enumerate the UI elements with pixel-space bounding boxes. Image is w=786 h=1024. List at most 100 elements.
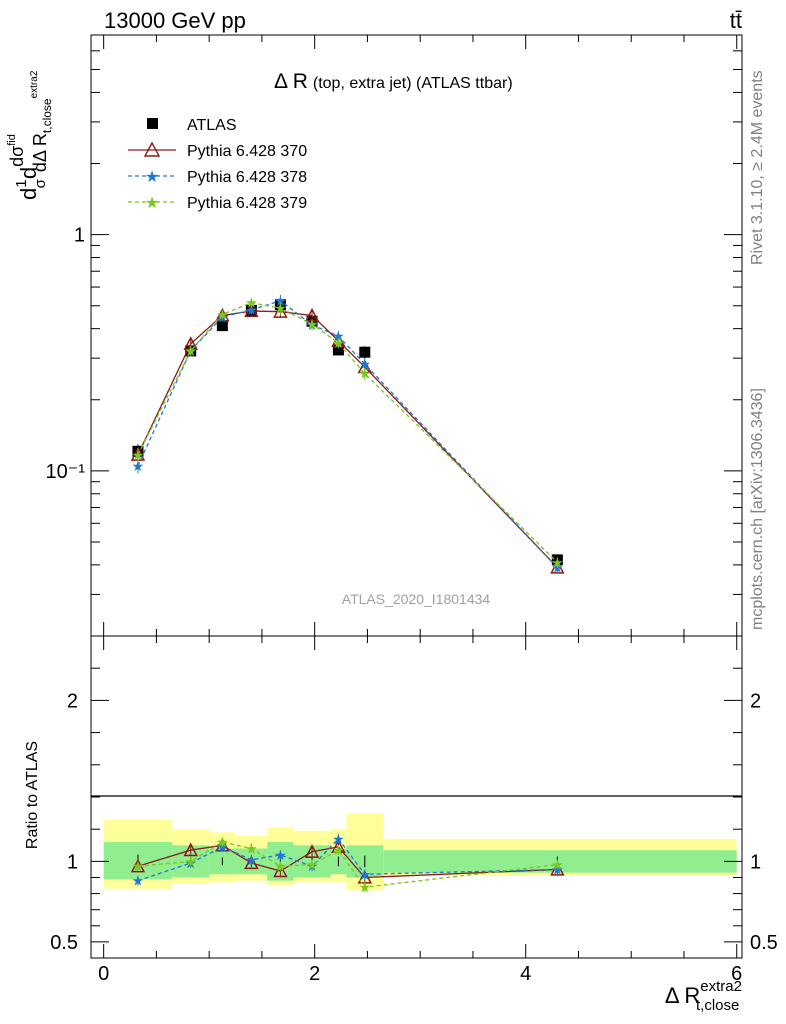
main-y-tick-labels: 1 10⁻¹ (46, 225, 86, 483)
ratio-point-pythia-6-428-379: ★ (132, 859, 145, 875)
legend: ATLAS Pythia 6.428 370 ★ Pythia 6.428 37… (128, 117, 307, 212)
data-point-pythia-6-428-378: ★ (245, 303, 258, 319)
ratio-point-pythia-6-428-370 (273, 863, 288, 878)
main-y-axis-label: d1 σddσfid dΔ Rt,closeextra2 (6, 70, 54, 200)
data-point-atlas (332, 344, 344, 356)
data-point-atlas (359, 346, 371, 358)
ratio-y-tick-label-right: 2 (750, 690, 761, 712)
main-panel: 110⁻¹ ★★★ ★★★★★★★★★★ ★★★★★ Δ R (top, extra … (6, 34, 743, 637)
ylabel-den-sub: t,close (40, 98, 54, 133)
ylabel-d1: d (16, 188, 41, 200)
ylabel-num: dσ (7, 146, 27, 167)
ylabel-d2: d (16, 167, 41, 179)
legend-marker-pythia-379: ★ (145, 193, 159, 212)
ratio-point-pythia-6-428-379: ★ (332, 843, 345, 859)
legend-entry-pythia-370: Pythia 6.428 370 (128, 141, 307, 160)
ratio-y-tick-label-left: 2 (67, 690, 78, 712)
ratio-y-tick-label-right: 1 (750, 851, 761, 873)
ratio-point-pythia-6-428-379: ★ (274, 859, 287, 875)
header-energy-label: 13000 GeV pp (104, 8, 246, 33)
analysis-watermark: ATLAS_2020_I1801434 (342, 591, 491, 607)
ratio-point-pythia-6-428-378: ★ (132, 874, 145, 890)
ratio-point-pythia-6-428-370 (244, 855, 259, 870)
main-axis-ticks (91, 34, 742, 637)
ylabel-num-sup: fid (6, 134, 18, 146)
legend-label-pythia-370: Pythia 6.428 370 (187, 143, 307, 160)
data-point-pythia-6-428-378: ★ (274, 294, 287, 310)
x-axis-label-sub: t,close (696, 997, 739, 1014)
data-point-pythia-6-428-378: ★ (551, 560, 564, 576)
legend-label-atlas: ATLAS (187, 117, 237, 134)
series-line-pythia-6-428-370 (137, 310, 558, 568)
data-point-pythia-6-428-378: ★ (359, 357, 372, 373)
ratio-axis-ticks (91, 635, 742, 958)
data-point-pythia-6-428-379: ★ (216, 307, 229, 323)
rivet-version-label: Rivet 3.1.10, ≥ 2.4M events (749, 70, 766, 265)
data-point-pythia-6-428-379: ★ (551, 555, 564, 571)
ratio-data-series: ★★★★ ★★★★ ★★ ★★ ★★ ★★★★ (130, 832, 565, 896)
ratio-point-pythia-6-428-378: ★ (332, 832, 345, 848)
ylabel-den: dΔ R (30, 133, 50, 172)
legend-entry-pythia-379: ★ Pythia 6.428 379 (128, 193, 307, 212)
ratio-y-tick-labels: 2 2 1 1 0.5 0.5 (50, 690, 778, 954)
data-point-pythia-6-428-379: ★ (245, 296, 258, 312)
main-data-series: ★★★ ★★★★★★★★★★ ★★★★★ (130, 294, 565, 577)
legend-marker-pythia-378: ★ (145, 167, 159, 186)
series-line-pythia-6-428-379 (137, 302, 558, 563)
main-y-tick-label: 1 (74, 225, 85, 247)
x-axis-label-sup: extra2 (700, 978, 742, 995)
ratio-y-tick-label-left: 1 (67, 851, 78, 873)
ratio-point-pythia-6-428-378: ★ (274, 848, 287, 864)
data-point-pythia-6-428-370 (550, 559, 565, 574)
ratio-line-pythia-6-428-378 (137, 837, 558, 882)
x-tick-label: 2 (309, 963, 320, 985)
ratio-y-tick-label-right: 0.5 (750, 932, 778, 954)
chart-title-main: Δ R (274, 70, 308, 93)
ratio-point-pythia-6-428-379: ★ (306, 858, 319, 874)
x-axis-label: Δ Rextra2 t,close (665, 978, 742, 1014)
data-point-pythia-6-428-379: ★ (184, 344, 197, 360)
x-tick-label: 0 (98, 963, 109, 985)
data-point-pythia-6-428-379: ★ (274, 301, 287, 317)
mcplots-reference-label: mcplots.cern.ch [arXiv:1306.3436] (749, 388, 766, 630)
ylabel-frac-den: σ (32, 178, 49, 188)
data-point-pythia-6-428-379: ★ (359, 367, 372, 383)
ratio-point-pythia-6-428-379: ★ (245, 842, 258, 858)
data-point-atlas (216, 320, 228, 332)
data-point-pythia-6-428-378: ★ (132, 459, 145, 475)
legend-marker-atlas (147, 118, 158, 129)
legend-entry-atlas: ATLAS (147, 117, 237, 134)
legend-label-pythia-379: Pythia 6.428 379 (187, 195, 307, 212)
legend-marker-pythia-370 (143, 141, 161, 157)
chart-title-sub: (top, extra jet) (ATLAS ttbar) (313, 75, 513, 92)
x-tick-label: 4 (520, 963, 531, 985)
header-process-label: tt̄ (730, 8, 742, 33)
chart-title: Δ R (top, extra jet) (ATLAS ttbar) (274, 70, 513, 93)
series-pythia-6-428-378: ★★★ ★★★★★★ (132, 294, 564, 577)
ratio-series-pythia-6-428-379: ★ ★★ ★★ ★★★★ (132, 835, 564, 896)
data-point-pythia-6-428-379: ★ (306, 317, 319, 333)
ratio-panel-frame (90, 635, 743, 959)
ratio-line-pythia-6-428-379 (137, 841, 558, 888)
ratio-point-pythia-6-428-378: ★ (245, 853, 258, 869)
series-pythia-6-428-379: ★★★★ ★★★★★ (132, 296, 564, 572)
x-axis-label-main: Δ R (665, 983, 700, 1008)
main-y-axis-label-text: d1 σddσfid dΔ Rt,closeextra2 (6, 70, 54, 200)
data-point-pythia-6-428-379: ★ (132, 448, 145, 464)
ratio-point-pythia-6-428-379: ★ (359, 880, 372, 896)
x-tick-label: 6 (731, 963, 742, 985)
ratio-point-pythia-6-428-379: ★ (216, 835, 229, 851)
ratio-x-tick-labels: 0 2 4 6 (98, 963, 742, 985)
ratio-point-pythia-6-428-378: ★ (551, 862, 564, 878)
ylabel-frac-num: 1 (13, 179, 30, 187)
ratio-band-inner (383, 850, 737, 873)
ratio-uncertainty-bands (103, 813, 737, 891)
main-y-tick-label: 10⁻¹ (46, 461, 86, 483)
series-line-pythia-6-428-378 (137, 300, 558, 568)
ratio-point-pythia-6-428-370 (183, 842, 198, 857)
ratio-point-pythia-6-428-379: ★ (184, 854, 197, 870)
ratio-y-axis-label: Ratio to ATLAS (24, 741, 41, 849)
legend-label-pythia-378: Pythia 6.428 378 (187, 169, 307, 186)
